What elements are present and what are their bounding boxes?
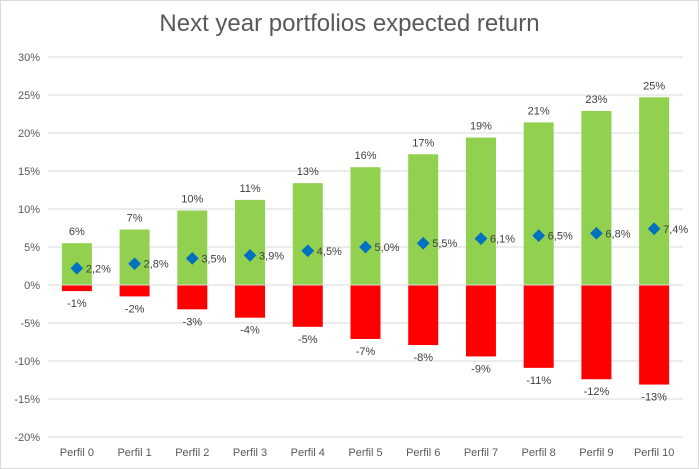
upside-label: 13% [297,166,319,178]
upside-label: 17% [412,137,434,149]
downside-label: -4% [240,325,260,337]
bar-upside [292,183,323,285]
y-tick-label: 25% [18,90,40,102]
bar-downside [61,285,92,292]
expected-return-label: 7,4% [663,224,688,236]
bar-downside [292,285,323,327]
bar-upside [119,229,150,285]
expected-return-label: 2,2% [86,263,111,275]
bar-downside [177,285,208,310]
x-tick-label: Perfil 2 [175,447,209,459]
upside-label: 23% [585,94,607,106]
upside-label: 10% [181,194,203,206]
expected-return-label: 6,5% [548,231,573,243]
expected-return-marker [301,244,315,258]
downside-label: -11% [526,375,551,387]
y-tick-label: 15% [18,166,40,178]
x-tick-label: Perfil 8 [522,447,556,459]
x-tick-label: Perfil 0 [60,447,94,459]
downside-label: -7% [356,346,376,358]
upside-label: 7% [127,213,143,225]
expected-return-label: 3,9% [259,250,284,262]
downside-label: -9% [471,363,491,375]
y-tick-label: 30% [18,52,40,64]
y-tick-label: 5% [24,242,40,254]
bar-upside [235,199,266,285]
x-tick-label: Perfil 5 [348,447,382,459]
x-tick-label: Perfil 4 [291,447,325,459]
bar-downside [350,285,381,339]
x-tick-label: Perfil 10 [634,447,674,459]
expected-return-marker [70,261,84,275]
bar-upside [523,122,554,285]
expected-return-label: 6,8% [605,228,630,240]
bar-upside [177,210,208,285]
downside-label: -12% [584,386,610,398]
bar-downside [408,285,439,346]
bar-downside [465,285,496,357]
x-tick-label: Perfil 6 [406,447,440,459]
bar-downside [119,285,150,297]
expected-return-label: 2,8% [144,259,169,271]
chart-title: Next year portfolios expected return [159,10,540,37]
expected-return-label: 4,5% [317,246,342,258]
bar-upside [350,167,381,285]
y-tick-label: 20% [18,128,40,140]
bar-downside [235,285,266,318]
y-tick-label: -10% [14,356,40,368]
x-tick-label: Perfil 9 [579,447,613,459]
bar-upside [581,110,612,286]
upside-label: 11% [239,183,260,195]
downside-label: -5% [298,334,318,346]
x-tick-label: Perfil 7 [464,447,498,459]
downside-label: -1% [67,298,87,310]
y-tick-label: -20% [14,432,40,444]
expected-return-label: 5,5% [432,238,457,250]
upside-label: 21% [528,105,550,117]
downside-label: -8% [413,352,433,364]
expected-return-marker [185,252,199,265]
x-tick-label: Perfil 3 [233,447,267,459]
y-tick-label: -15% [14,394,40,406]
x-tick-label: Perfil 1 [117,447,151,459]
expected-return-marker [128,257,141,271]
upside-label: 6% [69,226,85,238]
bar-downside [581,285,612,380]
upside-label: 25% [643,80,665,92]
downside-label: -2% [125,303,145,315]
expected-return-marker [359,240,372,254]
expected-return-label: 6,1% [490,234,515,246]
bar-downside [639,285,670,385]
bar-upside [408,154,439,285]
bar-downside [523,285,554,368]
y-tick-label: 0% [24,280,40,292]
y-tick-label: -5% [20,318,40,330]
downside-label: -13% [641,392,667,404]
y-tick-label: 10% [18,204,40,216]
downside-label: -3% [183,316,203,328]
expected-return-label: 3,5% [201,253,226,265]
upside-label: 16% [354,150,376,162]
upside-label: 19% [470,121,492,133]
expected-return-marker [416,236,430,250]
bar-upside [639,97,670,285]
bar-upside [465,137,496,285]
expected-return-marker [474,232,488,246]
expected-return-label: 5,0% [375,242,400,254]
